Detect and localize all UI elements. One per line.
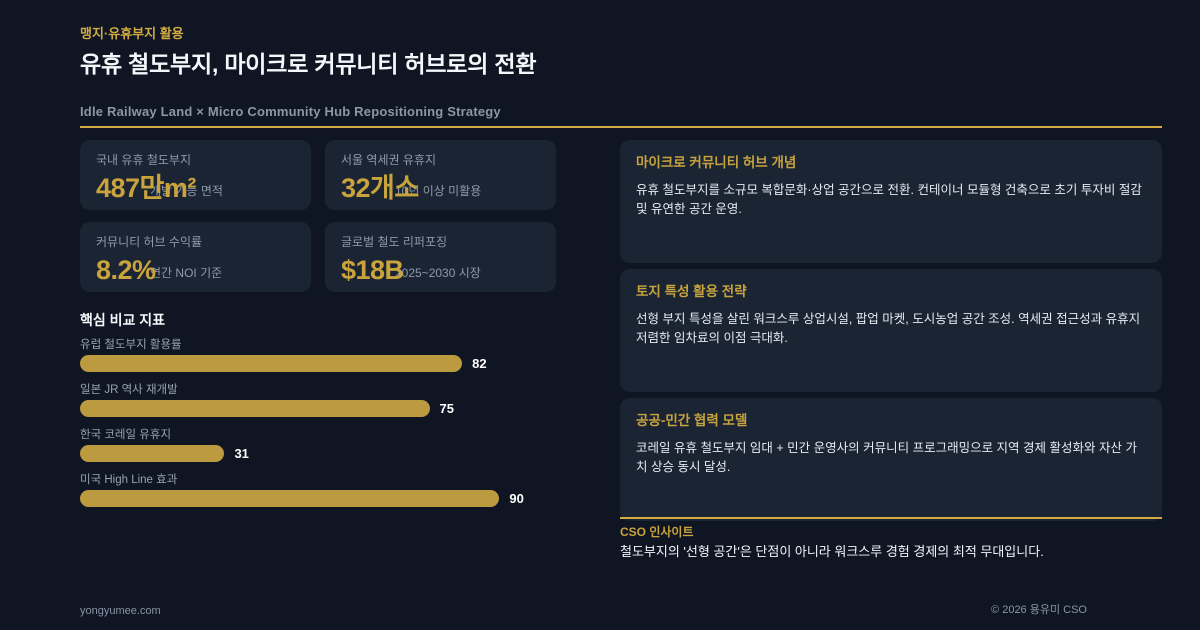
info-card-body: 코레일 유휴 철도부지 임대 + 민간 운영사의 커뮤니티 프로그래밍으로 지역… [636,441,1137,474]
cso-insight: CSO 인사이트 철도부지의 '선형 공간'은 단점이 아니라 워크스루 경험 … [620,517,1162,560]
stat-value-row: 8.2% 연간 NOI 기준 [96,255,295,286]
bar-fill [80,490,500,507]
stat-card-domestic-land: 국내 유휴 철도부지 487만m² 개발 가능 면적 [80,140,311,210]
chart-title: 핵심 비교 지표 [80,312,166,328]
bar-chart: 핵심 비교 지표 유럽 철도부지 활용률 82 일본 JR 역사 재개발 [80,312,546,507]
stat-value-row: $18B 2025~2030 시장 [341,255,540,286]
stat-value: 487만m² [96,173,196,203]
bar-category-label: 일본 JR 역사 재개발 [80,384,178,396]
stat-sub-label: 개발 가능 면적 [150,184,223,198]
footer-website: yongyumee.com [80,605,161,617]
stat-sub-label: 연간 NOI 기준 [150,266,223,280]
stat-value: 8.2% [96,255,156,285]
insight-body: 철도부지의 '선형 공간'은 단점이 아니라 워크스루 경험 경제의 최적 무대… [620,544,1044,559]
bar-category-label: 한국 코레일 유휴지 [80,429,172,441]
info-card-body: 유휴 철도부지를 소규모 복합문화·상업 공간으로 전환. 컨테이너 모듈형 건… [636,183,1142,216]
stats-grid: 국내 유휴 철도부지 487만m² 개발 가능 면적 서울 역세권 유휴지 32… [80,140,556,292]
bar-track: 75 [80,400,546,417]
bar-value-label: 82 [472,356,487,371]
stat-card-global-repurposing: 글로벌 철도 리퍼포징 $18B 2025~2030 시장 [325,222,556,292]
info-card-body: 선형 부지 특성을 살린 워크스루 상업시설, 팝업 마켓, 도시농업 공간 조… [636,312,1141,345]
main-content: 국내 유휴 철도부지 487만m² 개발 가능 면적 서울 역세권 유휴지 32… [80,140,1162,560]
bar-row: 유럽 철도부지 활용률 82 [80,338,546,372]
gold-divider [80,126,1162,128]
bar-track: 90 [80,490,546,507]
insight-label: CSO 인사이트 [620,525,694,539]
info-card-title: 공공-민간 협력 모델 [636,413,748,428]
stat-sub-label: 10년 이상 미활용 [395,184,482,198]
bar-value-label: 90 [509,491,524,506]
bar-row: 한국 코레일 유휴지 31 [80,428,546,462]
bar-row: 미국 High Line 효과 90 [80,473,546,507]
info-card-title: 마이크로 커뮤니티 허브 개념 [636,155,797,170]
chart-rows: 유럽 철도부지 활용률 82 일본 JR 역사 재개발 75 [80,338,546,507]
bar-fill [80,400,430,417]
eyebrow-label: 맹지·유휴부지 활용 [80,26,184,41]
header: 맹지·유휴부지 활용 유휴 철도부지, 마이크로 커뮤니티 허브로의 전환 Id… [80,27,1162,128]
stat-card-seoul-idle: 서울 역세권 유휴지 32개소 10년 이상 미활용 [325,140,556,210]
left-column: 국내 유휴 철도부지 487만m² 개발 가능 면적 서울 역세권 유휴지 32… [80,140,556,560]
bar-value-label: 31 [234,446,249,461]
info-card-land-strategy: 토지 특성 활용 전략 선형 부지 특성을 살린 워크스루 상업시설, 팝업 마… [620,269,1162,392]
bar-value-label: 75 [439,401,454,416]
bar-category-label: 미국 High Line 효과 [80,474,178,486]
footer-copyright: © 2026 용유미 CSO [991,604,1087,616]
stat-label: 글로벌 철도 리퍼포징 [341,235,448,249]
page-title: 유휴 철도부지, 마이크로 커뮤니티 허브로의 전환 [80,51,537,77]
stat-value: 32개소 [341,173,419,203]
stat-value-row: 487만m² 개발 가능 면적 [96,173,295,204]
stat-sub-label: 2025~2030 시장 [395,266,481,280]
bar-category-label: 유럽 철도부지 활용률 [80,339,182,351]
stat-label: 커뮤니티 허브 수익률 [96,235,203,249]
right-column: 마이크로 커뮤니티 허브 개념 유휴 철도부지를 소규모 복합문화·상업 공간으… [620,140,1162,560]
info-card-hub-concept: 마이크로 커뮤니티 허브 개념 유휴 철도부지를 소규모 복합문화·상업 공간으… [620,140,1162,263]
stat-label: 국내 유휴 철도부지 [96,153,191,167]
info-card-title: 토지 특성 활용 전략 [636,284,747,299]
page-subtitle: Idle Railway Land × Micro Community Hub … [80,104,501,119]
info-card-ppp-model: 공공-민간 협력 모델 코레일 유휴 철도부지 임대 + 민간 운영사의 커뮤니… [620,398,1162,521]
bar-track: 31 [80,445,546,462]
stat-value-row: 32개소 10년 이상 미활용 [341,173,540,204]
bar-row: 일본 JR 역사 재개발 75 [80,383,546,417]
bar-fill [80,355,463,372]
bar-track: 82 [80,355,546,372]
stat-label: 서울 역세권 유휴지 [341,153,436,167]
bar-fill [80,445,225,462]
stat-card-hub-yield: 커뮤니티 허브 수익률 8.2% 연간 NOI 기준 [80,222,311,292]
stat-value: $18B [341,255,404,285]
